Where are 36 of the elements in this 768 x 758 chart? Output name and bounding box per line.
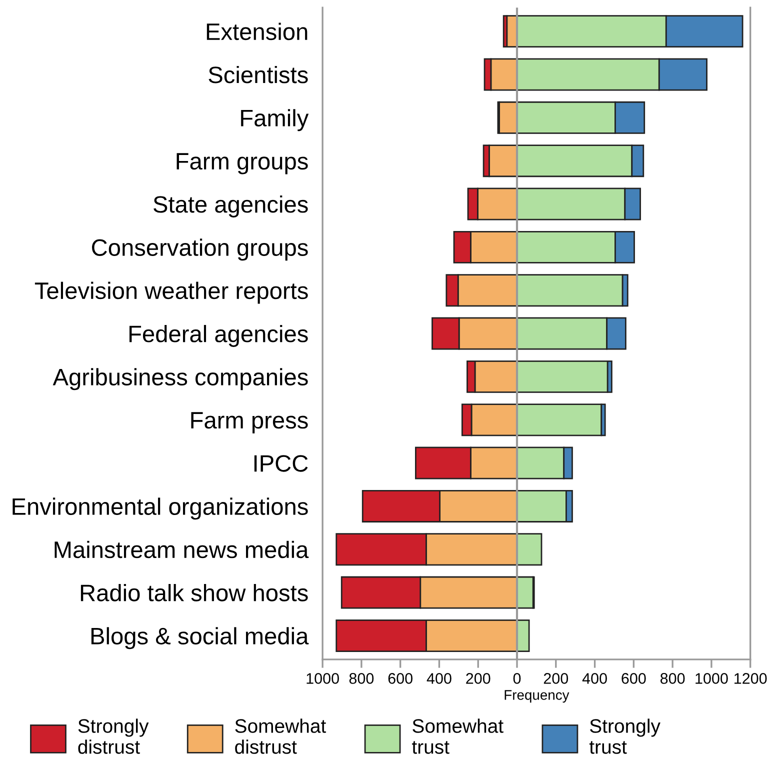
y-tick-label: Environmental organizations [12, 498, 308, 520]
y-tick-label: Farm press [191, 412, 308, 434]
bar [516, 404, 602, 436]
legend-label: Strongly distrust [78, 718, 149, 754]
y-tick-label: Radio talk show hosts [80, 584, 308, 602]
bar [516, 360, 608, 393]
x-tick-label: 800 [349, 673, 374, 684]
x-tick-label: 600 [622, 673, 646, 684]
y-tick-label: Scientists [208, 66, 308, 84]
y-tick-label: Extension [206, 22, 308, 40]
x-tick-label: 1000 [306, 673, 339, 684]
x-tick-label: 400 [426, 673, 452, 684]
y-tick-label: Federal agencies [129, 324, 308, 347]
x-tick-label: 400 [582, 673, 607, 684]
y-tick-label: Television weather reports [34, 282, 308, 304]
y-tick-label: Mainstream news media [54, 540, 309, 558]
y-tick-label: Farm groups [176, 153, 308, 174]
legend-label: Somewhat distrust [235, 718, 326, 754]
x-tick-label: 1000 [696, 673, 728, 684]
x-tick-label: 200 [466, 673, 490, 684]
y-tick-label: State agencies [154, 195, 308, 218]
bar [516, 533, 542, 566]
x-axis-title: Frequency [504, 690, 570, 703]
y-tick-label: Family [241, 109, 309, 132]
x-tick-label: 800 [660, 673, 685, 684]
x-tick-label: 1200 [734, 673, 767, 684]
x-tick-label: 200 [544, 673, 568, 684]
y-tick-label: IPCC [254, 455, 308, 472]
y-tick-label: Conservation groups [92, 238, 308, 261]
x-tick-label: 600 [388, 673, 412, 684]
legend-label: Strongly trust [589, 718, 660, 754]
x-tick-label: 0 [513, 673, 521, 684]
y-tick-label: Blogs & social media [91, 627, 309, 650]
legend-label: Somewhat trust [412, 718, 504, 754]
y-tick-label: Agribusiness companies [52, 368, 308, 390]
bar [516, 619, 530, 652]
